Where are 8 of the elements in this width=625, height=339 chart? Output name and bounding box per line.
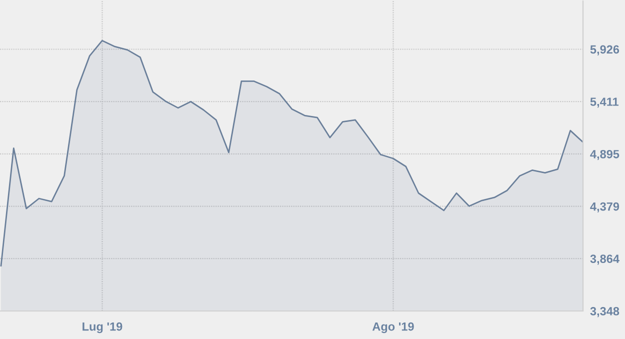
y-tick-label: 3,864 (590, 254, 620, 265)
x-tick-label: Ago '19 (372, 322, 414, 334)
y-tick-label: 4,379 (590, 202, 620, 212)
y-tick-label: 3,348 (590, 307, 620, 318)
x-tick-label: Lug '19 (82, 322, 122, 334)
y-tick-label: 5,411 (590, 98, 619, 108)
y-tick-label: 4,895 (590, 150, 620, 160)
y-tick-label: 5,926 (590, 45, 620, 56)
